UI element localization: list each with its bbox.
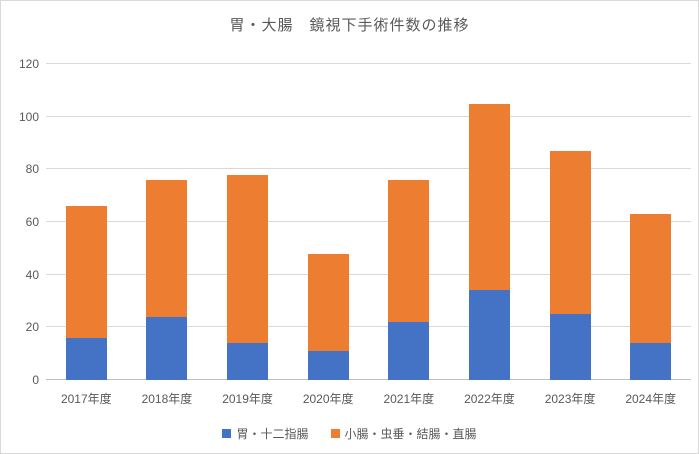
bar-segment-小腸・虫垂・結腸・直腸-2017年度 [65, 206, 107, 338]
category-cell-2020年度 [288, 64, 369, 380]
gridline-20 [46, 326, 691, 328]
bar-segment-小腸・虫垂・結腸・直腸-2021年度 [388, 179, 430, 323]
gridline-120 [46, 63, 691, 64]
legend-swatch-icon [222, 429, 232, 438]
x-tick-label-2021年度: 2021年度 [383, 392, 435, 406]
gridline-60 [46, 221, 691, 222]
category-cell-2017年度 [46, 64, 127, 380]
bar-segment-胃・十二指腸-2024年度 [630, 343, 672, 380]
bar-2019年度 [227, 174, 269, 380]
y-tick-label-120: 120 [18, 57, 39, 71]
y-tick-label-100: 100 [18, 109, 39, 124]
bar-segment-胃・十二指腸-2020年度 [307, 351, 349, 380]
category-cell-2022年度 [449, 64, 530, 380]
bar-segment-胃・十二指腸-2019年度 [227, 343, 269, 380]
x-tick-label-2018年度: 2018年度 [141, 392, 193, 406]
category-cell-2018年度 [127, 64, 208, 380]
y-tick-label-80: 80 [25, 162, 39, 177]
bar-2021年度 [388, 179, 430, 380]
y-tick-label-20: 20 [25, 320, 39, 335]
legend-item-胃・十二指腸: 胃・十二指腸 [222, 425, 309, 442]
bar-segment-胃・十二指腸-2017年度 [65, 337, 107, 380]
x-tick-label-2019年度: 2019年度 [222, 392, 273, 406]
gridline-80 [46, 168, 691, 170]
bar-2018年度 [146, 179, 188, 380]
legend-swatch-icon [330, 429, 340, 438]
category-cell-2024年度 [610, 64, 691, 380]
x-axis-line [46, 379, 691, 380]
bar-segment-小腸・虫垂・結腸・直腸-2018年度 [146, 179, 188, 317]
bar-segment-胃・十二指腸-2023年度 [549, 314, 591, 380]
category-cell-2019年度 [207, 64, 288, 380]
bars-layer [46, 64, 691, 380]
y-tick-label-60: 60 [25, 215, 39, 229]
y-axis: 0 20 40 60 80 100 120 [1, 57, 39, 387]
bar-2017年度 [65, 206, 107, 380]
y-tick-label-40: 40 [25, 267, 39, 282]
bar-segment-胃・十二指腸-2022年度 [468, 290, 510, 380]
x-tick-label-2020年度: 2020年度 [302, 392, 354, 406]
bar-segment-小腸・虫垂・結腸・直腸-2022年度 [468, 103, 510, 291]
x-tick-label-2022年度: 2022年度 [464, 392, 515, 406]
legend-label: 胃・十二指腸 [236, 427, 309, 441]
bar-segment-小腸・虫垂・結腸・直腸-2020年度 [307, 253, 349, 352]
bar-segment-胃・十二指腸-2021年度 [388, 322, 430, 380]
bar-2022年度 [468, 103, 510, 380]
gridline-40 [46, 273, 691, 275]
bar-2020年度 [307, 253, 349, 380]
bar-2023年度 [549, 150, 591, 380]
x-axis: 2017年度 2018年度 2019年度 2020年度 2021年度 2022年度 2023… [46, 390, 691, 407]
legend-label: 小腸・虫垂・結腸・直腸 [344, 427, 477, 441]
legend-item-小腸・虫垂・結腸・直腸: 小腸・虫垂・結腸・直腸 [330, 425, 477, 442]
y-tick-label-0: 0 [32, 373, 39, 387]
x-tick-label-2024年度: 2024年度 [625, 392, 677, 406]
gridline-100 [46, 115, 691, 117]
x-tick-label-2017年度: 2017年度 [60, 392, 112, 406]
bar-segment-小腸・虫垂・結腸・直腸-2019年度 [227, 174, 269, 344]
bar-segment-小腸・虫垂・結腸・直腸-2023年度 [549, 150, 591, 315]
bar-2024年度 [630, 214, 672, 380]
bar-segment-小腸・虫垂・結腸・直腸-2024年度 [630, 214, 672, 344]
category-cell-2023年度 [530, 64, 611, 380]
plot-area [46, 63, 691, 380]
x-tick-label-2023年度: 2023年度 [544, 392, 596, 406]
legend: 胃・十二指腸 小腸・虫垂・結腸・直腸 [1, 425, 698, 442]
bar-segment-胃・十二指腸-2018年度 [146, 316, 188, 380]
chart-title: 胃・大腸 鏡視下手術件数の推移 [229, 17, 470, 34]
category-cell-2021年度 [369, 64, 450, 380]
